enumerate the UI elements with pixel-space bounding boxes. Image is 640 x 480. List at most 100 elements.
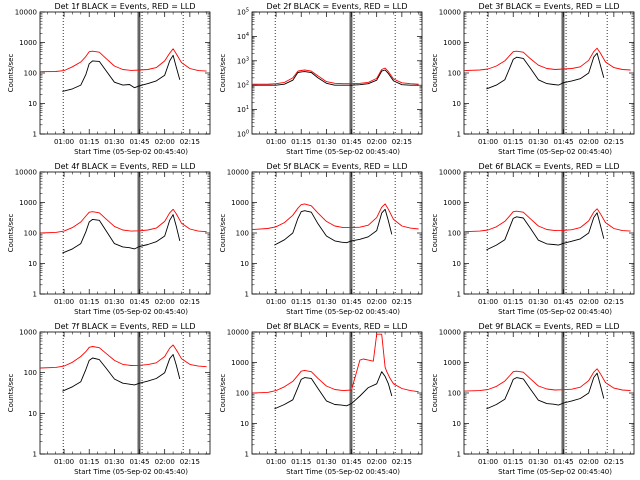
events-series-line bbox=[486, 372, 605, 410]
panel-det-7: Det 7f BLACK = Events, RED = LLD Counts/s… bbox=[7, 322, 211, 476]
y-tick-label: 100 bbox=[24, 369, 37, 377]
x-tick-label: 01:00 bbox=[54, 138, 74, 146]
x-axis-label: Start Time (05-Sep-02 00:45:40) bbox=[74, 308, 188, 316]
y-axis-label: Counts/sec bbox=[7, 54, 15, 93]
x-tick-label: 02:00 bbox=[367, 458, 387, 466]
x-tick-label: 01:00 bbox=[266, 458, 286, 466]
panel-title: Det 6f BLACK = Events, RED = LLD bbox=[478, 162, 619, 171]
x-tick-label: 01:45 bbox=[129, 458, 149, 466]
y-tick-label: 101 bbox=[237, 105, 249, 114]
x-axis-label: Start Time (05-Sep-02 00:45:40) bbox=[498, 468, 612, 476]
y-tick-label: 10000 bbox=[439, 329, 461, 337]
x-tick-label: 01:15 bbox=[503, 458, 523, 466]
x-tick-label: 01:45 bbox=[129, 138, 149, 146]
x-axis-label: Start Time (05-Sep-02 00:45:40) bbox=[498, 308, 612, 316]
x-tick-label: 01:30 bbox=[528, 298, 548, 306]
y-tick-label: 1000 bbox=[231, 199, 249, 207]
lld-series-line bbox=[40, 48, 207, 73]
x-tick-label: 02:00 bbox=[155, 138, 175, 146]
panel-title: Det 1f BLACK = Events, RED = LLD bbox=[54, 2, 195, 11]
panel-det-3: Det 3f BLACK = Events, RED = LLD Counts/s… bbox=[431, 2, 635, 156]
x-tick-label: 01:30 bbox=[528, 458, 548, 466]
y-tick-label: 10 bbox=[28, 260, 37, 268]
panel-title: Det 9f BLACK = Events, RED = LLD bbox=[478, 322, 619, 331]
x-tick-label: 01:00 bbox=[266, 298, 286, 306]
events-series-line bbox=[62, 54, 181, 92]
y-tick-label: 10 bbox=[452, 420, 461, 428]
y-tick-label: 1000 bbox=[19, 329, 37, 337]
x-tick-label: 02:00 bbox=[155, 298, 175, 306]
panel-title: Det 4f BLACK = Events, RED = LLD bbox=[54, 162, 195, 171]
lld-series-line bbox=[252, 203, 419, 230]
x-tick-label: 01:30 bbox=[104, 458, 124, 466]
x-tick-label: 02:00 bbox=[367, 138, 387, 146]
x-tick-label: 01:15 bbox=[79, 138, 99, 146]
x-tick-label: 02:00 bbox=[579, 458, 599, 466]
panel-title: Det 2f BLACK = Events, RED = LLD bbox=[266, 2, 407, 11]
y-tick-label: 10 bbox=[28, 410, 37, 418]
panel-det-6: Det 6f BLACK = Events, RED = LLD Counts/s… bbox=[431, 162, 635, 316]
y-axis-label: Counts/sec bbox=[219, 374, 227, 413]
x-tick-label: 02:15 bbox=[604, 458, 624, 466]
lld-series-line bbox=[40, 208, 207, 234]
x-tick-label: 01:15 bbox=[503, 138, 523, 146]
y-tick-label: 10000 bbox=[439, 9, 461, 17]
x-axis-label: Start Time (05-Sep-02 00:45:40) bbox=[286, 468, 400, 476]
y-tick-label: 10 bbox=[240, 260, 249, 268]
events-series-line bbox=[252, 69, 419, 86]
panel-det-9: Det 9f BLACK = Events, RED = LLD Counts/s… bbox=[431, 322, 635, 476]
y-tick-label: 105 bbox=[237, 8, 249, 17]
events-series-line bbox=[274, 371, 393, 410]
y-tick-label: 1 bbox=[457, 131, 461, 139]
plot-frame bbox=[251, 11, 423, 135]
y-axis-label: Counts/sec bbox=[431, 214, 439, 253]
x-tick-label: 01:30 bbox=[316, 298, 336, 306]
y-tick-label: 1000 bbox=[19, 199, 37, 207]
y-tick-label: 10000 bbox=[15, 169, 37, 177]
y-tick-label: 10 bbox=[452, 260, 461, 268]
x-tick-label: 01:00 bbox=[478, 298, 498, 306]
y-tick-label: 1 bbox=[245, 291, 249, 299]
y-tick-label: 1000 bbox=[443, 199, 461, 207]
plot-frame bbox=[39, 331, 211, 455]
panel-title: Det 3f BLACK = Events, RED = LLD bbox=[478, 2, 619, 11]
y-tick-label: 10 bbox=[452, 100, 461, 108]
x-axis-label: Start Time (05-Sep-02 00:45:40) bbox=[74, 148, 188, 156]
x-tick-label: 01:45 bbox=[129, 298, 149, 306]
x-tick-label: 02:00 bbox=[155, 458, 175, 466]
x-tick-label: 01:15 bbox=[291, 458, 311, 466]
x-tick-label: 01:30 bbox=[316, 458, 336, 466]
x-tick-label: 01:30 bbox=[104, 298, 124, 306]
x-tick-label: 01:00 bbox=[54, 458, 74, 466]
y-tick-label: 100 bbox=[448, 390, 461, 398]
events-series-line bbox=[62, 354, 181, 392]
x-tick-label: 01:15 bbox=[503, 298, 523, 306]
events-series-line bbox=[486, 212, 605, 251]
x-tick-label: 02:15 bbox=[180, 298, 200, 306]
x-tick-label: 01:15 bbox=[79, 458, 99, 466]
y-tick-label: 100 bbox=[236, 230, 249, 238]
x-tick-label: 01:30 bbox=[316, 138, 336, 146]
y-axis-label: Counts/sec bbox=[7, 374, 15, 413]
y-tick-label: 1000 bbox=[443, 39, 461, 47]
x-tick-label: 01:00 bbox=[54, 298, 74, 306]
lld-series-line bbox=[40, 344, 207, 369]
lld-series-line bbox=[464, 47, 631, 72]
panel-det-1: Det 1f BLACK = Events, RED = LLD Counts/s… bbox=[7, 2, 211, 156]
y-tick-label: 1 bbox=[33, 291, 37, 299]
y-axis-label: Counts/sec bbox=[7, 214, 15, 253]
x-tick-label: 02:00 bbox=[579, 138, 599, 146]
lld-series-line bbox=[464, 208, 631, 233]
x-tick-label: 01:45 bbox=[341, 298, 361, 306]
x-tick-label: 01:15 bbox=[79, 298, 99, 306]
y-tick-label: 1 bbox=[457, 451, 461, 459]
x-tick-label: 01:00 bbox=[266, 138, 286, 146]
x-tick-label: 02:00 bbox=[367, 298, 387, 306]
events-series-line bbox=[274, 208, 393, 246]
y-tick-label: 10000 bbox=[15, 9, 37, 17]
y-tick-label: 102 bbox=[237, 81, 249, 90]
events-series-line bbox=[62, 214, 181, 254]
x-tick-label: 01:45 bbox=[553, 298, 573, 306]
